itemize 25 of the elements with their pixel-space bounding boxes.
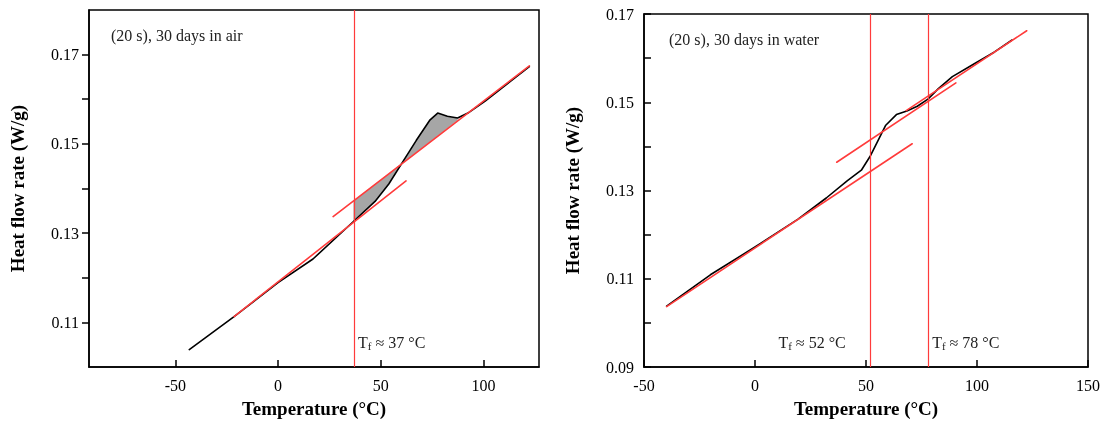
- y-tick-label: 0.09: [606, 358, 634, 376]
- y-tick-label: 0.17: [51, 46, 79, 64]
- x-tick-label: -50: [164, 376, 186, 394]
- y-tick-label: 0.13: [51, 224, 79, 242]
- x-tick-label: 100: [471, 376, 496, 394]
- y-axis-title: Heat flow rate (W/g): [562, 106, 584, 275]
- y-tick-label: 0.11: [606, 270, 634, 288]
- x-axis-title: Temperature (°C): [793, 398, 939, 420]
- y-tick-label: 0.11: [51, 313, 79, 331]
- y-tick-label: 0.17: [606, 5, 634, 23]
- text: (20 s), 30 days in water: [669, 30, 820, 49]
- x-axis-title: Temperature (°C): [241, 398, 387, 420]
- y-tick-label: 0.15: [606, 93, 634, 111]
- x-tick-label: 100: [965, 376, 989, 394]
- line-series: [188, 65, 531, 351]
- x-tick-label: 0: [751, 376, 759, 394]
- x-tick-label: 50: [372, 376, 389, 394]
- text: (20 s), 30 days in air: [111, 26, 244, 45]
- y-tick-label: 0.15: [51, 135, 79, 153]
- y-axis-title: Heat flow rate (W/g): [7, 104, 29, 273]
- y-tick-label: 0.13: [606, 182, 634, 199]
- x-tick-label: -50: [633, 376, 655, 394]
- x-tick-label: 0: [274, 376, 283, 394]
- x-tick-label: 150: [1076, 376, 1100, 394]
- x-tick-label: 50: [858, 376, 874, 394]
